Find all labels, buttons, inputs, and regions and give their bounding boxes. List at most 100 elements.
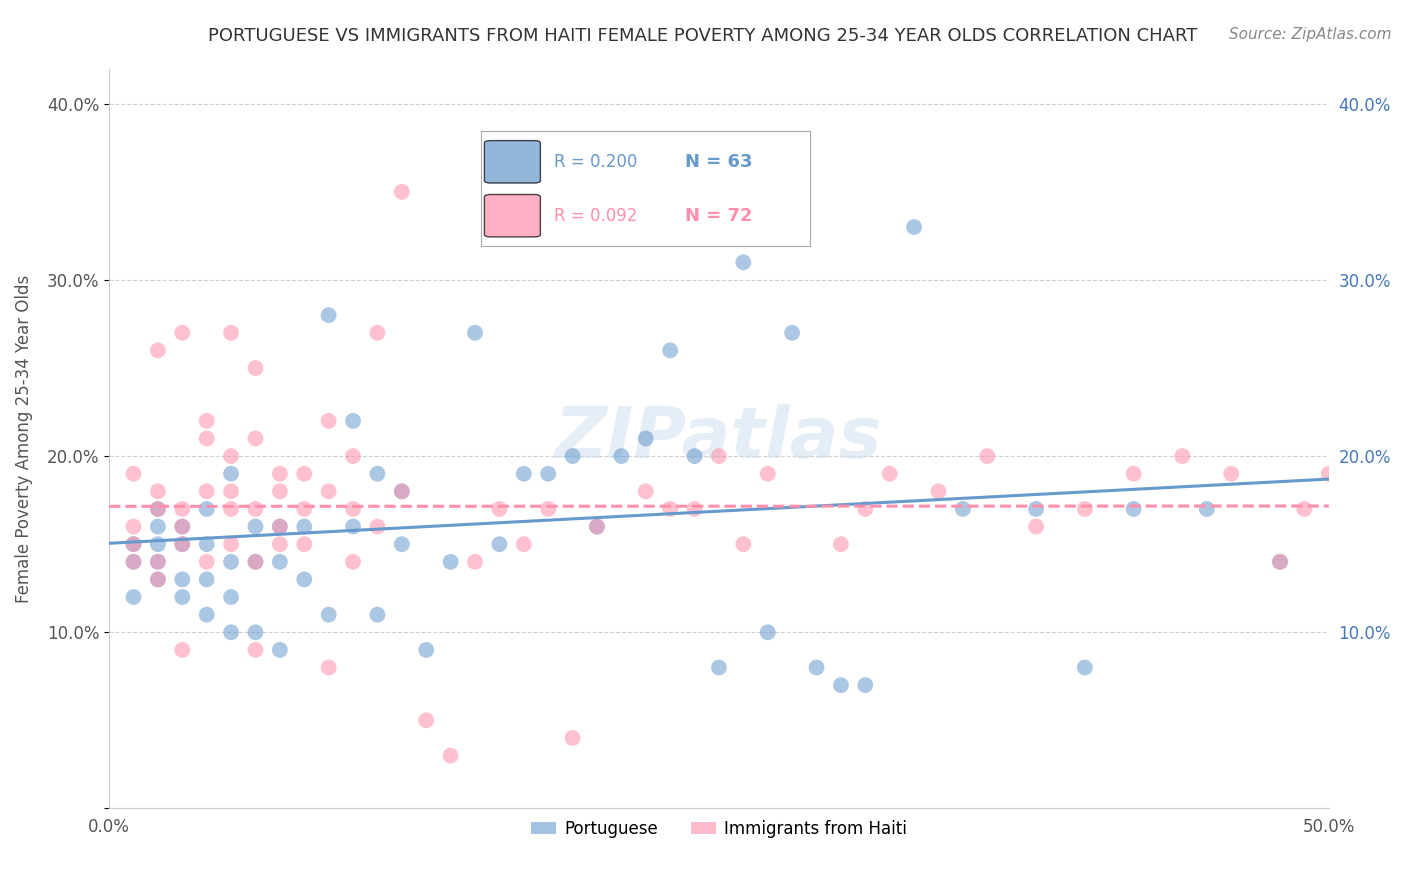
- Point: [245, 643, 267, 657]
- Point: [245, 361, 267, 376]
- Point: [219, 467, 242, 481]
- Point: [122, 467, 145, 481]
- Point: [1122, 502, 1144, 516]
- Point: [219, 484, 242, 499]
- Point: [219, 537, 242, 551]
- Point: [537, 467, 560, 481]
- Point: [245, 555, 267, 569]
- Point: [245, 502, 267, 516]
- Point: [853, 678, 876, 692]
- Point: [366, 519, 388, 533]
- Point: [292, 573, 315, 587]
- Point: [853, 502, 876, 516]
- Point: [1025, 519, 1047, 533]
- Y-axis label: Female Poverty Among 25-34 Year Olds: Female Poverty Among 25-34 Year Olds: [15, 275, 32, 603]
- Point: [366, 607, 388, 622]
- Point: [172, 502, 194, 516]
- Point: [122, 537, 145, 551]
- Point: [683, 449, 706, 463]
- Point: [292, 502, 315, 516]
- Point: [464, 555, 486, 569]
- Point: [513, 537, 536, 551]
- Point: [342, 555, 364, 569]
- Point: [172, 643, 194, 657]
- Point: [464, 326, 486, 340]
- Point: [269, 519, 291, 533]
- Point: [245, 625, 267, 640]
- Point: [830, 537, 852, 551]
- Point: [391, 537, 413, 551]
- Point: [927, 484, 949, 499]
- Point: [195, 573, 218, 587]
- Point: [146, 573, 169, 587]
- Point: [146, 537, 169, 551]
- Point: [342, 449, 364, 463]
- Point: [391, 484, 413, 499]
- Point: [513, 150, 536, 164]
- Point: [146, 555, 169, 569]
- Point: [219, 502, 242, 516]
- Point: [195, 432, 218, 446]
- Point: [219, 590, 242, 604]
- Point: [707, 660, 730, 674]
- Point: [245, 555, 267, 569]
- Point: [1268, 555, 1291, 569]
- Point: [318, 660, 340, 674]
- Point: [219, 625, 242, 640]
- Point: [122, 590, 145, 604]
- Point: [780, 326, 803, 340]
- Point: [245, 432, 267, 446]
- Point: [391, 185, 413, 199]
- Point: [146, 484, 169, 499]
- Point: [610, 449, 633, 463]
- Point: [1220, 467, 1243, 481]
- Point: [561, 731, 583, 745]
- Point: [195, 414, 218, 428]
- Point: [391, 484, 413, 499]
- Point: [733, 255, 755, 269]
- Point: [879, 467, 901, 481]
- Point: [488, 537, 510, 551]
- Point: [122, 519, 145, 533]
- Point: [146, 502, 169, 516]
- Point: [1317, 467, 1340, 481]
- Point: [586, 519, 609, 533]
- Point: [513, 467, 536, 481]
- Text: PORTUGUESE VS IMMIGRANTS FROM HAITI FEMALE POVERTY AMONG 25-34 YEAR OLDS CORRELA: PORTUGUESE VS IMMIGRANTS FROM HAITI FEMA…: [208, 27, 1198, 45]
- Point: [219, 555, 242, 569]
- Text: ZIPatlas: ZIPatlas: [555, 404, 883, 473]
- Point: [195, 502, 218, 516]
- Point: [172, 326, 194, 340]
- Point: [172, 590, 194, 604]
- Point: [219, 326, 242, 340]
- Point: [292, 537, 315, 551]
- Point: [269, 643, 291, 657]
- Point: [195, 555, 218, 569]
- Point: [439, 748, 461, 763]
- Point: [830, 678, 852, 692]
- Point: [683, 502, 706, 516]
- Point: [292, 519, 315, 533]
- Point: [756, 625, 779, 640]
- Point: [1294, 502, 1316, 516]
- Point: [122, 555, 145, 569]
- Point: [415, 643, 437, 657]
- Point: [586, 519, 609, 533]
- Point: [634, 432, 657, 446]
- Point: [245, 519, 267, 533]
- Point: [172, 537, 194, 551]
- Point: [707, 449, 730, 463]
- Point: [172, 519, 194, 533]
- Point: [1122, 467, 1144, 481]
- Point: [269, 519, 291, 533]
- Point: [659, 502, 682, 516]
- Point: [146, 343, 169, 358]
- Point: [366, 326, 388, 340]
- Point: [561, 449, 583, 463]
- Text: Source: ZipAtlas.com: Source: ZipAtlas.com: [1229, 27, 1392, 42]
- Point: [1025, 502, 1047, 516]
- Point: [269, 555, 291, 569]
- Point: [146, 502, 169, 516]
- Point: [1171, 449, 1194, 463]
- Point: [172, 573, 194, 587]
